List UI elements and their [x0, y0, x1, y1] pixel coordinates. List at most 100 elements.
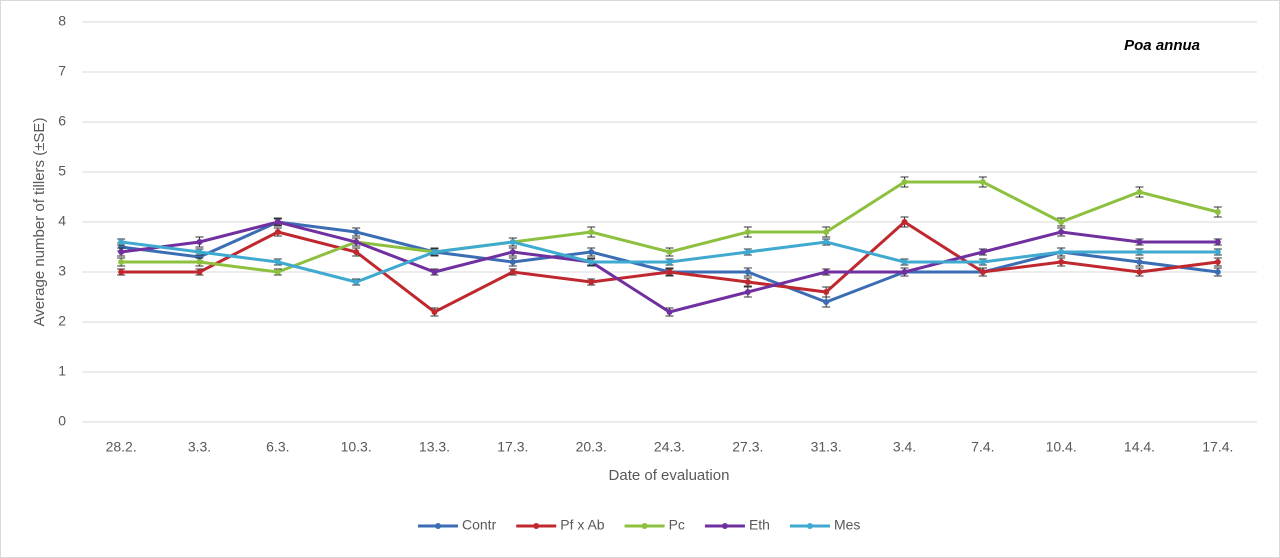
- annotation: Poa annua: [1124, 37, 1200, 54]
- x-tick-label: 27.3.: [732, 439, 763, 455]
- data-point: [666, 249, 673, 255]
- data-point: [666, 259, 673, 265]
- x-tick-label: 3.4.: [893, 439, 916, 455]
- data-point: [118, 269, 125, 275]
- x-tick-label: 13.3.: [419, 439, 450, 455]
- x-tick-label: 31.3.: [811, 439, 842, 455]
- data-point: [509, 249, 516, 255]
- data-point: [588, 249, 595, 255]
- data-point: [118, 259, 125, 265]
- data-point: [901, 269, 908, 275]
- y-tick-label: 6: [58, 113, 66, 129]
- data-point: [509, 239, 516, 245]
- legend-marker: [806, 523, 813, 529]
- y-tick-label: 0: [58, 413, 66, 429]
- x-tick-label: 24.3.: [654, 439, 685, 455]
- data-point: [901, 179, 908, 185]
- data-point: [744, 289, 751, 295]
- legend-label: Pf x Ab: [560, 517, 605, 533]
- data-point: [1214, 239, 1221, 245]
- x-tick-label: 17.3.: [497, 439, 528, 455]
- data-point: [588, 229, 595, 235]
- data-point: [274, 269, 281, 275]
- legend-marker: [641, 523, 648, 529]
- data-point: [431, 269, 438, 275]
- y-tick-label: 4: [58, 213, 66, 229]
- data-point: [1214, 209, 1221, 215]
- data-point: [1136, 249, 1143, 255]
- x-tick-label: 17.4.: [1202, 439, 1233, 455]
- data-point: [1136, 259, 1143, 265]
- data-point: [823, 229, 830, 235]
- legend-marker: [435, 523, 441, 529]
- legend-label: Pc: [669, 517, 685, 533]
- x-tick-label: 6.3.: [266, 439, 289, 455]
- data-point: [823, 289, 830, 295]
- data-point: [353, 279, 360, 285]
- data-point: [118, 239, 125, 245]
- x-tick-label: 14.4.: [1124, 439, 1155, 455]
- legend-label: Contr: [462, 517, 497, 533]
- data-point: [431, 249, 438, 255]
- data-point: [274, 219, 281, 225]
- data-point: [823, 239, 830, 245]
- data-point: [1214, 259, 1221, 265]
- data-point: [979, 259, 986, 265]
- data-point: [1058, 259, 1065, 265]
- data-point: [196, 259, 203, 265]
- legend-label: Mes: [834, 517, 860, 533]
- data-point: [274, 259, 281, 265]
- data-point: [196, 269, 203, 275]
- data-point: [666, 269, 673, 275]
- y-tick-label: 3: [58, 263, 66, 279]
- data-point: [1136, 189, 1143, 195]
- data-point: [1214, 249, 1221, 255]
- data-point: [1136, 269, 1143, 275]
- data-point: [1136, 239, 1143, 245]
- y-tick-label: 5: [58, 163, 66, 179]
- data-point: [509, 259, 516, 265]
- data-point: [196, 239, 203, 245]
- data-point: [1058, 229, 1065, 235]
- x-tick-label: 10.4.: [1046, 439, 1077, 455]
- y-axis-label: Average number of tillers (±SE): [31, 118, 48, 327]
- data-point: [274, 229, 281, 235]
- data-point: [1058, 249, 1065, 255]
- data-point: [1058, 219, 1065, 225]
- data-point: [979, 249, 986, 255]
- data-point: [744, 229, 751, 235]
- data-point: [1214, 269, 1221, 275]
- x-tick-label: 10.3.: [341, 439, 372, 455]
- y-tick-label: 1: [58, 363, 66, 379]
- data-point: [901, 219, 908, 225]
- x-tick-label: 7.4.: [971, 439, 994, 455]
- legend-marker: [533, 523, 540, 529]
- x-tick-label: 3.3.: [188, 439, 211, 455]
- x-tick-label: 28.2.: [106, 439, 137, 455]
- data-point: [823, 269, 830, 275]
- data-point: [353, 239, 360, 245]
- legend-label: Eth: [749, 517, 770, 533]
- y-tick-label: 7: [58, 63, 66, 79]
- data-point: [353, 229, 360, 235]
- data-point: [588, 279, 595, 285]
- data-point: [901, 259, 908, 265]
- data-point: [588, 259, 595, 265]
- data-point: [744, 249, 751, 255]
- y-tick-label: 2: [58, 313, 66, 329]
- data-point: [353, 249, 360, 255]
- data-point: [744, 279, 751, 285]
- data-point: [979, 179, 986, 185]
- x-axis-label: Date of evaluation: [609, 467, 730, 484]
- data-point: [118, 249, 125, 255]
- data-point: [744, 269, 751, 275]
- legend-marker: [721, 523, 728, 529]
- data-point: [823, 299, 830, 305]
- data-point: [509, 269, 516, 275]
- data-point: [431, 309, 438, 315]
- data-point: [666, 309, 673, 315]
- y-tick-label: 8: [58, 13, 66, 29]
- data-point: [196, 249, 203, 255]
